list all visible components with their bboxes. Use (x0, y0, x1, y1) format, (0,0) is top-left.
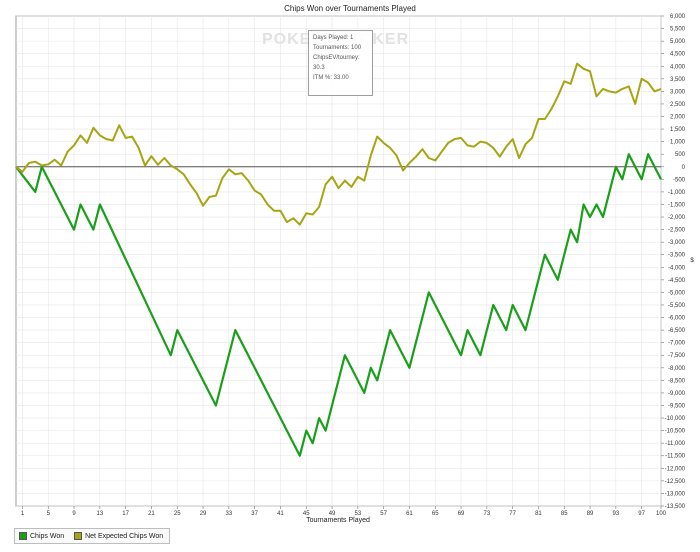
y-tick-label: -13,000 (665, 491, 686, 497)
x-tick-label: 17 (122, 511, 129, 517)
y-tick-label: -12,500 (665, 479, 686, 485)
y-tick-label: -12,000 (665, 466, 686, 472)
y-tick-label: 4,000 (670, 64, 686, 70)
x-tick-label: 53 (355, 511, 362, 517)
y-tick-label: 4,500 (670, 52, 686, 58)
plot-area (15, 15, 662, 507)
y-tick-label: -3,500 (668, 253, 686, 259)
y-tick-label: 6,000 (670, 14, 686, 20)
x-tick-label: 37 (251, 511, 258, 517)
y-tick-label: 3,000 (670, 89, 686, 95)
y-tick-label: -7,000 (668, 341, 686, 347)
series-line-chips-won (15, 153, 662, 457)
y-tick-label: 0 (682, 165, 686, 171)
y-axis-label: $ (690, 258, 694, 264)
y-tick-label: 5,500 (670, 27, 686, 33)
x-tick-label: 97 (638, 511, 645, 517)
chart-title: Chips Won over Tournaments Played (284, 4, 416, 13)
x-tick-label: 25 (174, 511, 181, 517)
y-tick-label: 2,500 (670, 102, 686, 108)
x-tick-label: 81 (535, 511, 542, 517)
y-tick-label: 2,000 (670, 115, 686, 121)
legend-item-net-expected[interactable]: Net Expected Chips Won (74, 532, 163, 540)
y-tick-label: -8,500 (668, 378, 686, 384)
y-tick-label: -8,000 (668, 366, 686, 372)
y-tick-label: -3,000 (668, 240, 686, 246)
y-tick-label: -9,500 (668, 403, 686, 409)
x-tick-label: 73 (484, 511, 491, 517)
tooltip-line-days: Days Played: 1 (313, 35, 354, 41)
y-tick-label: 500 (675, 152, 686, 158)
legend-label-chips-won: Chips Won (30, 532, 65, 540)
tooltip-line-tournaments: Tournaments: 100 (313, 45, 362, 51)
y-tick-label: -2,500 (668, 228, 686, 234)
y-tick-label: -9,000 (668, 391, 686, 397)
x-tick-label: 13 (97, 511, 104, 517)
tooltip-line-itm: ITM %: 33.00 (313, 75, 349, 81)
x-tick-label: 100 (656, 511, 667, 517)
y-tick-label: -6,500 (668, 328, 686, 334)
legend: Chips Won Net Expected Chips Won (14, 528, 170, 544)
legend-label-net-expected: Net Expected Chips Won (85, 532, 164, 540)
y-tick-label: 1,500 (670, 127, 686, 133)
y-tick-label: 1,000 (670, 140, 686, 146)
y-tick-label: -6,000 (668, 316, 686, 322)
y-tick-label: 5,000 (670, 39, 686, 45)
y-tick-label: -2,000 (668, 215, 686, 221)
x-tick-label: 65 (432, 511, 439, 517)
x-tick-label: 29 (200, 511, 207, 517)
x-tick-label: 45 (303, 511, 310, 517)
series-layer (15, 62, 662, 457)
x-tick-label: 1 (21, 511, 25, 517)
legend-swatch-net-expected (74, 532, 83, 540)
x-tick-label: 93 (613, 511, 620, 517)
x-tick-label: 21 (148, 511, 155, 517)
y-tick-label: -4,000 (668, 265, 686, 271)
x-tick-label: 69 (458, 511, 465, 517)
x-tick-label: 33 (226, 511, 233, 517)
y-tick-label: -1,500 (668, 202, 686, 208)
y-tick-label: -10,000 (665, 416, 686, 422)
y-tick-label: -10,500 (665, 429, 686, 435)
x-tick-label: 77 (509, 511, 516, 517)
x-tick-label: 89 (587, 511, 594, 517)
y-tick-label: 3,500 (670, 77, 686, 83)
x-tick-label: 49 (329, 511, 336, 517)
series-line-net-expected (15, 62, 662, 226)
x-tick-label: 85 (561, 511, 568, 517)
y-tick-label: -500 (673, 177, 686, 183)
legend-swatch-chips-won (19, 532, 27, 540)
y-tick-label: -11,000 (665, 441, 686, 447)
x-tick-label: 41 (277, 511, 284, 517)
x-tick-label: 61 (406, 511, 413, 517)
x-tick-label: 9 (72, 511, 76, 517)
tooltip: Days Played: 1 Tournaments: 100 ChipsEV/… (308, 30, 373, 96)
tick-layer: 6,000 5,500 5,000 4,500 4,000 3,500 3,000 2,500… (21, 14, 686, 517)
tooltip-line-chipsev: ChipsEV/tourney: 30.3 (313, 55, 360, 71)
y-tick-label: -7,500 (668, 353, 686, 359)
y-tick-label: -1,000 (668, 190, 686, 196)
legend-item-chips-won[interactable]: Chips Won (19, 532, 64, 540)
x-tick-label: 5 (47, 511, 51, 517)
y-tick-label: -5,000 (668, 290, 686, 296)
x-tick-label: 57 (380, 511, 387, 517)
x-axis-label: Tournaments Played (306, 517, 370, 524)
y-tick-label: -13,500 (665, 504, 686, 510)
y-tick-label: -5,500 (668, 303, 686, 309)
y-tick-label: -11,500 (665, 454, 686, 460)
y-tick-label: -4,500 (668, 278, 686, 284)
